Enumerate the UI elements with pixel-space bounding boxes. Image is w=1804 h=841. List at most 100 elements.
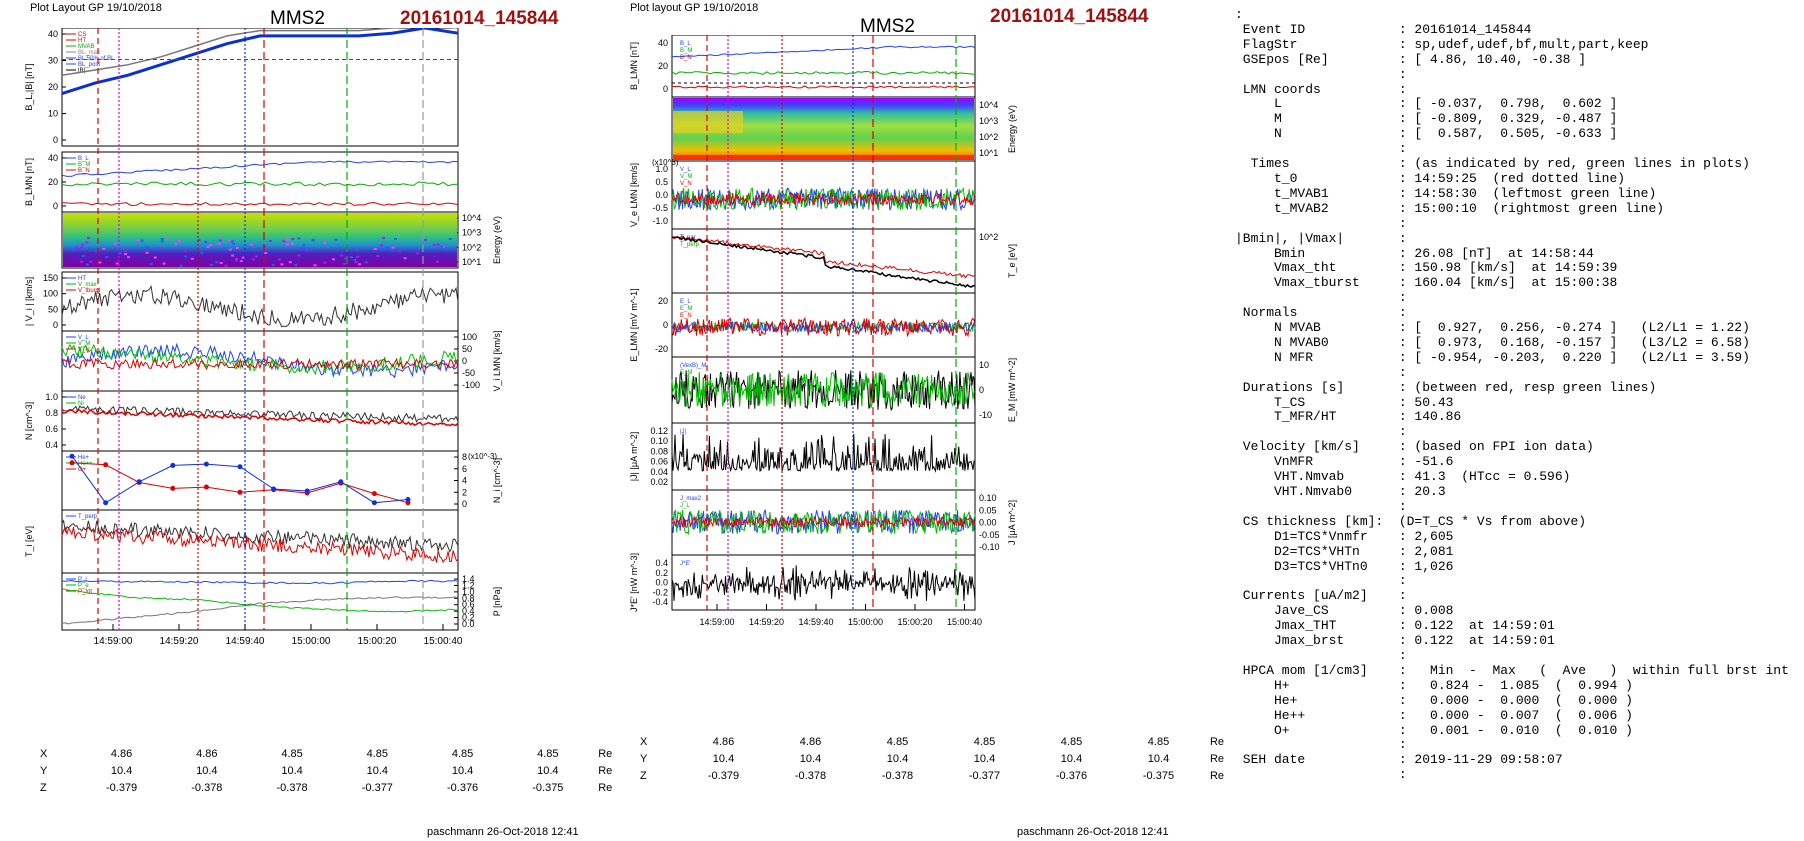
- y-axis-label: | V_i | [km/s]: [24, 277, 34, 326]
- y-tick-label: 20: [658, 61, 668, 71]
- spectrogram-speckle: [381, 237, 385, 240]
- series-line-j: [671, 515, 976, 529]
- y-tick-label: 10^1: [979, 148, 998, 158]
- x-tick-label: 15:00:40: [947, 617, 982, 627]
- info-line: :: [1235, 424, 1407, 440]
- spectrogram-speckle: [87, 237, 91, 240]
- ephemeris-label: Y: [640, 752, 648, 765]
- spectrogram-speckle: [311, 238, 315, 241]
- spectrogram-speckle: [79, 260, 83, 263]
- ephemeris-value: 10.4: [886, 752, 909, 765]
- y-tick-label: 0.6: [45, 424, 58, 434]
- legend-label: E_N: [680, 313, 692, 319]
- ephemeris-value: -0.378: [191, 781, 223, 794]
- y-tick-label: 0.6: [462, 600, 475, 610]
- ephemeris-value: -0.375: [532, 781, 564, 794]
- ephemeris-value: -0.375: [1142, 769, 1175, 782]
- left-plot-page: Plot Layout GP 19/10/2018 MMS2 20161014_…: [0, 0, 620, 841]
- spectrogram-speckle: [215, 261, 219, 264]
- info-line: Jave_CS : 0.008: [1235, 603, 1454, 619]
- y-tick-label: 10^4: [979, 100, 998, 110]
- x-tick-label: 14:59:20: [749, 617, 784, 627]
- info-line: N MVAB0 : [ 0.973, 0.168, -0.157 ] (L3/L…: [1235, 334, 1750, 350]
- y-tick-label: 100: [43, 289, 58, 299]
- legend-label: Ni: [78, 401, 84, 407]
- spectrogram-speckle: [177, 240, 181, 243]
- y-tick-label: 10^2: [979, 132, 998, 142]
- spectrogram-speckle: [380, 244, 384, 247]
- spectrogram-speckle: [440, 245, 444, 248]
- spectrogram-speckle: [160, 238, 164, 241]
- series-line-tpar: [61, 519, 459, 553]
- series-line-bl: [61, 160, 459, 177]
- y-tick-label: 0.0: [655, 190, 668, 200]
- middle-stacked-plots: 40 20 0 B_LMN [nT] B_LB_MB_N 10^4 10^3 10^2 10^1…: [629, 35, 1017, 627]
- info-line: CS thickness [km]: (D=T_CS * Vs from abo…: [1235, 513, 1587, 529]
- spectrogram-speckle: [356, 255, 360, 258]
- spectrogram-speckle: [81, 243, 85, 246]
- spectrogram-speckle: [323, 241, 327, 244]
- spectrogram-speckle: [184, 255, 188, 258]
- series-line-bm: [61, 181, 459, 187]
- spectrogram-speckle: [297, 254, 301, 257]
- info-line: :: [1235, 364, 1407, 380]
- info-line: Currents [uA/m2] :: [1235, 588, 1407, 604]
- spectrogram-speckle: [98, 261, 102, 264]
- spectrogram-speckle: [340, 254, 344, 257]
- spectrogram-speckle: [403, 257, 407, 260]
- y-tick-label: 0.0: [462, 619, 475, 629]
- spectrogram-speckle: [89, 260, 93, 263]
- legend-label: HT: [78, 276, 86, 282]
- y-tick-label: 1.0: [45, 392, 58, 402]
- info-line: Event ID : 20161014_145844: [1235, 21, 1532, 37]
- middle-spacecraft-title: MMS2: [860, 16, 915, 37]
- middle-ephemeris-table: X 4.86 4.86 4.85 4.85 4.85 4.85 Re Y 10.4 10.4 10.4…: [640, 733, 1232, 784]
- y-tick-label: 10^3: [462, 228, 481, 238]
- legend-label: E_L: [680, 299, 691, 305]
- ephemeris-value: 4.85: [281, 747, 303, 760]
- y-tick-label: 0.2: [462, 613, 475, 623]
- spectrogram-speckle: [124, 253, 128, 256]
- spectrogram-band: [673, 155, 974, 160]
- spectrogram-speckle: [210, 263, 214, 266]
- legend-label: V_M: [680, 174, 692, 180]
- spectrogram-speckle: [217, 242, 221, 245]
- y-tick-label: 1.0: [655, 164, 668, 174]
- spectrogram-speckle: [354, 248, 358, 251]
- spectrogram-speckle: [224, 264, 228, 267]
- spectrogram-speckle: [416, 252, 420, 255]
- spectrogram-speckle: [424, 238, 428, 241]
- info-line: O+ : 0.001 - 0.010 ( 0.010 ): [1235, 722, 1633, 738]
- spectrogram-speckle: [376, 255, 380, 258]
- spectrogram-speckle: [156, 247, 160, 250]
- y-tick-label: 0.4: [655, 558, 668, 568]
- y-tick-label: 30: [48, 56, 58, 66]
- series-line-o: [71, 455, 409, 504]
- x-tick-label: 15:00:20: [897, 617, 932, 627]
- info-line: GSEpos [Re] : [ 4.86, 10.40, -0.38 ]: [1235, 51, 1587, 67]
- y-tick-label: 0: [53, 201, 58, 211]
- spectrogram-speckle: [334, 238, 338, 241]
- spectrogram-speckle: [280, 263, 284, 266]
- ephemeris-value: 10.4: [281, 764, 303, 777]
- spectrogram-speckle: [313, 264, 317, 267]
- spectrogram-speckle: [435, 260, 439, 263]
- ephemeris-value: 10.4: [451, 764, 474, 777]
- spectrogram-speckle: [228, 248, 232, 251]
- spectrogram-speckle: [158, 247, 162, 250]
- spectrogram-speckle: [349, 256, 353, 259]
- legend-label: V_L: [680, 167, 691, 173]
- x-tick-label: 14:59:40: [798, 617, 833, 627]
- y-tick-label: 6: [462, 464, 467, 474]
- y-axis-label: Energy (eV): [1007, 105, 1017, 153]
- spectrogram-speckle: [251, 258, 255, 261]
- info-line: D3=TCS*VHTn0 : 1,026: [1235, 558, 1454, 574]
- spectrogram-speckle: [75, 246, 79, 249]
- y-tick-label: 0.05: [979, 505, 997, 515]
- info-line: :: [1235, 7, 1243, 22]
- spectrogram-speckle: [190, 257, 194, 260]
- info-line: :: [1235, 215, 1407, 231]
- info-line: Bmin : 26.08 [nT] at 14:58:44: [1235, 245, 1594, 261]
- spectrogram-speckle: [271, 263, 275, 266]
- ephemeris-value: 10.4: [366, 764, 389, 777]
